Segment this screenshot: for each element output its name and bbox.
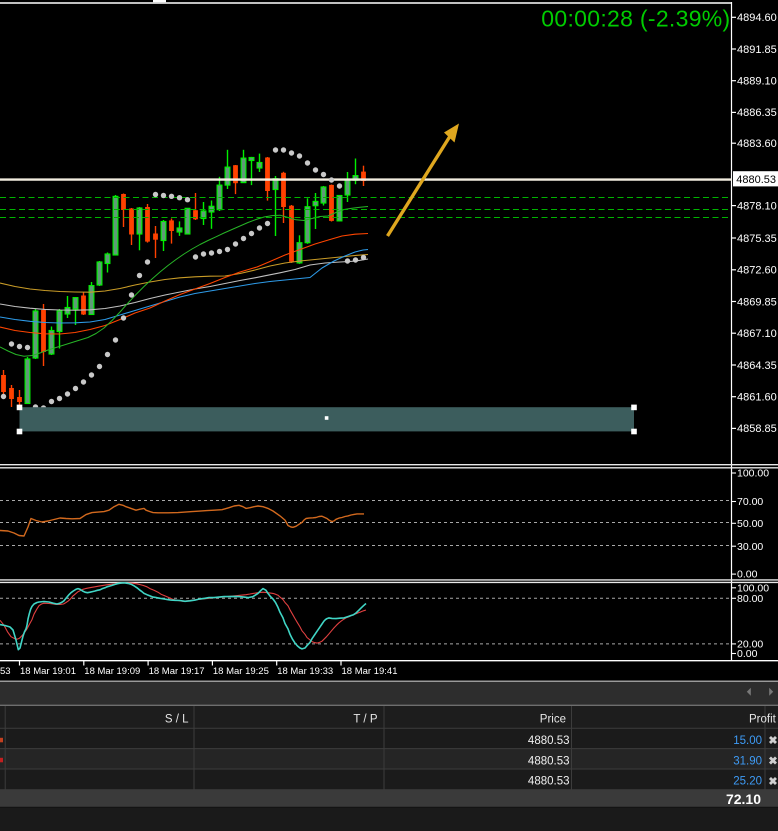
svg-text:30.00: 30.00 [737,541,763,553]
svg-text:4872.60: 4872.60 [737,265,777,277]
svg-text:4883.60: 4883.60 [737,138,777,150]
svg-text:4861.60: 4861.60 [737,392,777,404]
svg-text:25.20: 25.20 [733,776,762,788]
svg-text:4886.35: 4886.35 [737,107,777,119]
svg-text:18 Mar 19:17: 18 Mar 19:17 [149,666,205,677]
svg-text:Profit: Profit [749,713,777,725]
svg-text:18 Mar 19:41: 18 Mar 19:41 [342,666,398,677]
svg-text:✖: ✖ [768,735,777,747]
svg-text:4858.85: 4858.85 [737,423,777,435]
svg-text:70.00: 70.00 [737,496,763,508]
svg-text:50.00: 50.00 [737,518,763,530]
svg-text:4878.10: 4878.10 [737,200,777,212]
svg-text:0.00: 0.00 [737,569,758,581]
svg-text:100.00: 100.00 [737,468,769,480]
svg-text:100.00: 100.00 [737,582,769,594]
svg-text:✖: ✖ [768,756,777,768]
svg-text:4875.35: 4875.35 [737,233,777,245]
svg-text:18 Mar 19:09: 18 Mar 19:09 [84,666,140,677]
svg-text:4880.53: 4880.53 [528,755,570,767]
svg-text:20.00: 20.00 [737,639,763,651]
svg-text:31.90: 31.90 [733,755,762,767]
svg-text:18 Mar 19:01: 18 Mar 19:01 [20,666,76,677]
svg-text:4889.10: 4889.10 [737,76,777,88]
svg-text:4880.53: 4880.53 [528,735,570,747]
svg-text:4867.10: 4867.10 [737,328,777,340]
svg-text:18 Mar 19:25: 18 Mar 19:25 [213,666,269,677]
svg-text:✖: ✖ [768,776,777,788]
svg-text:53: 53 [0,666,11,677]
svg-text:S / L: S / L [165,713,189,725]
svg-text:00:00:28 (-2.39%): 00:00:28 (-2.39%) [541,5,730,31]
svg-text:72.10: 72.10 [726,791,761,807]
svg-text:4894.60: 4894.60 [737,12,777,24]
svg-text:4864.35: 4864.35 [737,360,777,372]
svg-text:0.00: 0.00 [737,648,758,660]
svg-text:4891.85: 4891.85 [737,44,777,56]
svg-text:Price: Price [540,713,566,725]
svg-text:4869.85: 4869.85 [737,296,777,308]
svg-text:15.00: 15.00 [733,735,762,747]
svg-text:4880.53: 4880.53 [528,776,570,788]
svg-text:18 Mar 19:33: 18 Mar 19:33 [277,666,333,677]
svg-text:80.00: 80.00 [737,593,763,605]
svg-text:4880.53: 4880.53 [736,174,776,186]
svg-text:T / P: T / P [353,713,377,725]
